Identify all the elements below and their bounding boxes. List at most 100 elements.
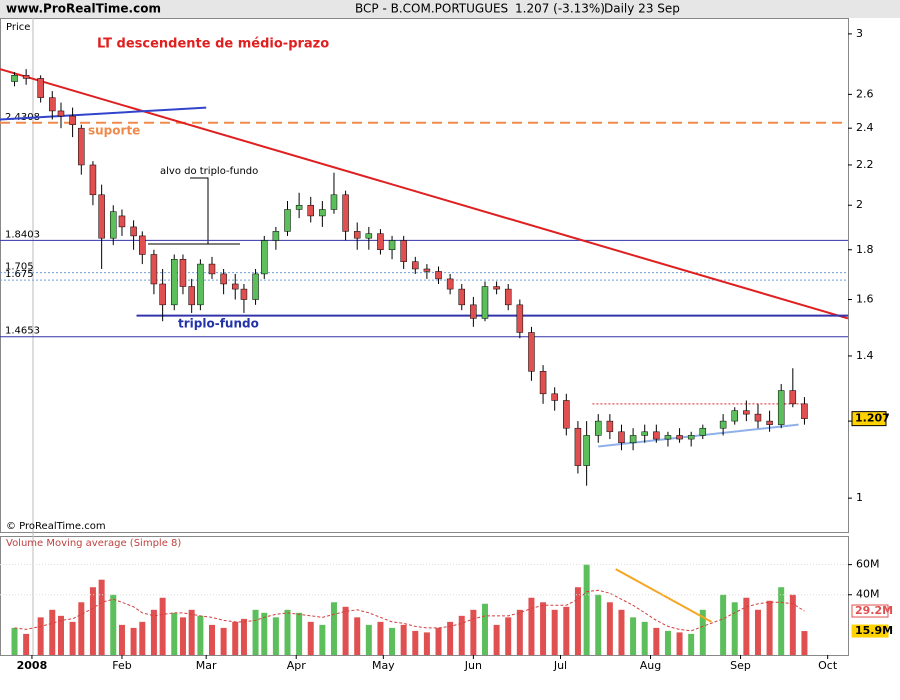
volume-bar	[481, 603, 488, 655]
badge-label: 15.9M	[855, 624, 893, 637]
candle-body	[743, 410, 750, 415]
candle-body	[188, 286, 195, 306]
volume-bar	[284, 609, 291, 655]
volume-bar	[98, 579, 105, 655]
annotation-support: suporte	[88, 124, 140, 138]
candle-body	[353, 231, 361, 239]
candle-body	[629, 435, 637, 444]
volume-bar	[365, 624, 372, 655]
volume-bar	[606, 602, 613, 655]
candle-body	[574, 427, 582, 466]
volume-bar	[272, 617, 279, 655]
candle-body	[342, 194, 349, 232]
volume-bar	[261, 612, 268, 655]
trend-line	[615, 568, 712, 623]
candle-body	[284, 209, 291, 232]
x-tick-label: Jul	[553, 659, 567, 672]
badge-label: 29.2M	[855, 604, 893, 617]
level-label: 1.8403	[5, 229, 40, 240]
candle-body	[98, 194, 105, 239]
candle-body	[516, 304, 524, 333]
volume-bar	[179, 617, 186, 655]
candle-body	[252, 273, 259, 300]
level-label: 1.675	[5, 269, 34, 280]
period: Daily 23 Sep	[604, 2, 680, 16]
instrument: BCP - B.COM.PORTUGUES	[355, 2, 508, 16]
quote: 1.207 (-3.13%)	[515, 2, 605, 16]
volume-bar	[595, 594, 602, 655]
volume-bar	[699, 609, 706, 655]
candle-body	[653, 431, 660, 440]
candle-body	[504, 288, 512, 306]
volume-bar	[209, 624, 215, 655]
volume-bar	[139, 621, 146, 655]
volume-bar	[676, 632, 683, 655]
volume-bar	[57, 615, 64, 655]
x-tick-label: Apr	[287, 659, 307, 672]
volume-bar	[49, 609, 56, 655]
candle-body	[22, 75, 30, 79]
y-tick-label: 1	[856, 491, 863, 504]
volume-bar	[423, 632, 430, 655]
candle-body	[470, 304, 477, 319]
value-badge	[851, 624, 889, 638]
candle-body	[551, 393, 558, 401]
candle-body	[458, 288, 466, 306]
candle-body	[412, 261, 419, 270]
volume-bar	[754, 609, 761, 655]
candle-body	[307, 204, 314, 217]
candle-body	[179, 259, 187, 287]
candle-body	[528, 332, 535, 372]
volume-ma	[14, 589, 805, 632]
candle-body	[295, 204, 303, 210]
volume-bar	[232, 621, 239, 655]
volume-bar	[69, 621, 76, 655]
candle-body	[319, 209, 326, 217]
candle-body	[777, 390, 785, 425]
candle-body	[789, 390, 797, 405]
y-tick-label: 1.6	[856, 293, 874, 306]
volume-bar	[400, 624, 407, 655]
candle-body	[231, 283, 239, 290]
volume-bar	[110, 594, 117, 655]
volume-bar	[505, 617, 512, 655]
volume-bar	[240, 618, 247, 655]
candle-body	[118, 215, 126, 228]
candle-body	[618, 431, 625, 444]
volume-bar	[583, 564, 590, 655]
candle-body	[330, 194, 338, 210]
volume-bar	[354, 617, 361, 655]
candle-body	[197, 263, 204, 306]
candle-body	[377, 233, 384, 251]
volume-bar	[641, 621, 648, 655]
x-tick-label: 2008	[17, 659, 48, 672]
candle-body	[766, 420, 773, 425]
candle-body	[159, 283, 166, 306]
copyright: © ProRealTime.com	[6, 521, 106, 532]
candle-body	[583, 435, 590, 466]
y-label: Price	[6, 22, 30, 33]
candle-body	[388, 240, 396, 251]
volume-bar	[150, 609, 157, 655]
volume-bar	[412, 630, 419, 655]
candle-body	[754, 413, 762, 422]
price-panel	[0, 18, 849, 533]
y-tick-label: 40M	[856, 588, 880, 601]
volume-title: Volume Moving average (Simple 8)	[6, 538, 181, 549]
candle-body	[37, 78, 44, 98]
volume-bar	[528, 597, 535, 655]
y-tick-label: 2	[856, 198, 863, 211]
candle-body	[594, 420, 602, 436]
volume-bar	[171, 612, 178, 655]
candle-body	[89, 164, 97, 196]
volume-bar	[319, 624, 326, 655]
volume-bar	[130, 627, 137, 655]
value-badge	[851, 604, 889, 618]
x-tick-label: Jun	[464, 659, 482, 672]
candle-body	[664, 435, 672, 440]
candle-body	[150, 254, 158, 285]
volume-bar	[78, 602, 85, 655]
price-badge-label: 1.207	[855, 412, 890, 425]
x-tick-label: May	[372, 659, 395, 672]
volume-bar	[37, 617, 44, 655]
